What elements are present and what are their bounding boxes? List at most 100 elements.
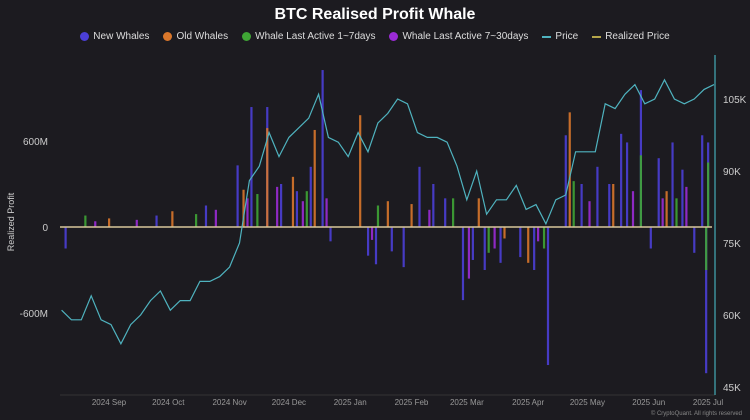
- bar: [639, 155, 643, 227]
- bar: [246, 198, 249, 227]
- legend-label: Price: [555, 31, 579, 42]
- bar: [533, 227, 536, 270]
- bar: [705, 227, 708, 270]
- bar: [242, 189, 245, 227]
- series-whale-last-active-1-7days: [84, 155, 710, 270]
- bar: [467, 227, 471, 279]
- bar: [693, 227, 696, 253]
- x-tick-label: 2024 Nov: [212, 398, 246, 407]
- bar: [108, 218, 111, 227]
- bar: [84, 215, 87, 227]
- bar: [94, 221, 97, 227]
- legend-item[interactable]: Realized Price: [592, 31, 670, 42]
- bar: [325, 198, 328, 227]
- y-right-tick-label: 45K: [723, 383, 741, 394]
- legend: New Whales Old Whales Whale Last Active 1~…: [0, 31, 750, 42]
- legend-dot-icon: [163, 32, 173, 41]
- bar: [681, 169, 684, 227]
- bar: [359, 115, 362, 227]
- legend-label: New Whales: [93, 31, 150, 42]
- legend-dot-icon: [389, 32, 399, 41]
- x-tick-label: 2024 Sep: [92, 398, 127, 407]
- bar: [612, 184, 615, 227]
- bar: [171, 211, 174, 227]
- bar: [625, 142, 629, 227]
- legend-item[interactable]: New Whales: [80, 31, 149, 42]
- bar: [390, 227, 393, 252]
- bar: [527, 227, 530, 263]
- bar: [329, 227, 332, 242]
- bar: [705, 227, 708, 374]
- bar: [204, 205, 208, 227]
- legend-label: Whale Last Active 1~7days: [255, 31, 376, 42]
- legend-label: Realized Price: [605, 31, 670, 42]
- bar: [675, 198, 678, 227]
- bar: [657, 158, 660, 227]
- bar: [313, 129, 316, 227]
- bar: [135, 219, 138, 227]
- series-old-whales: [108, 112, 668, 263]
- bar: [661, 198, 664, 227]
- bar: [487, 227, 490, 253]
- bar: [266, 128, 269, 227]
- bar: [321, 70, 324, 227]
- bar: [370, 227, 374, 240]
- x-tick-label: 2025 Mar: [450, 398, 484, 407]
- x-tick-label: 2025 Apr: [512, 398, 544, 407]
- bar: [701, 135, 704, 227]
- bar: [483, 227, 486, 270]
- bar: [671, 142, 674, 227]
- bar: [631, 191, 635, 227]
- bar: [366, 227, 370, 256]
- bar: [386, 201, 389, 227]
- bar: [546, 227, 550, 366]
- bar: [428, 209, 431, 227]
- x-tick-label: 2025 Jul: [693, 398, 723, 407]
- x-tick-label: 2025 Feb: [395, 398, 429, 407]
- bar: [519, 227, 522, 258]
- bar: [596, 166, 599, 227]
- legend-label: Old Whales: [176, 31, 229, 42]
- bar: [291, 176, 295, 227]
- bar: [564, 135, 567, 227]
- legend-item[interactable]: Whale Last Active 7~30days: [389, 31, 528, 42]
- legend-item[interactable]: Price: [542, 31, 578, 42]
- bar: [620, 133, 623, 227]
- bar: [250, 107, 253, 227]
- legend-label: Whale Last Active 7~30days: [402, 31, 529, 42]
- legend-item[interactable]: Whale Last Active 1~7days: [242, 31, 375, 42]
- x-tick-label: 2024 Dec: [272, 398, 306, 407]
- bar: [256, 194, 259, 227]
- bar: [649, 227, 652, 249]
- chart-title: BTC Realised Profit Whale: [274, 6, 476, 23]
- bar: [444, 198, 447, 227]
- bar: [402, 227, 405, 268]
- series-whale-last-active-7-30days: [94, 186, 688, 279]
- bar: [301, 201, 304, 227]
- legend-line-icon: [542, 35, 552, 38]
- bar: [542, 227, 546, 249]
- x-tick-label: 2025 May: [570, 398, 605, 407]
- bar: [376, 205, 380, 227]
- bar: [537, 227, 540, 242]
- bar: [305, 191, 308, 227]
- bar: [432, 184, 435, 227]
- legend-item[interactable]: Old Whales: [163, 31, 228, 42]
- footer-copyright: © CryptoQuant. All rights reserved: [650, 411, 742, 417]
- x-tick-label: 2024 Oct: [152, 398, 185, 407]
- bar: [194, 214, 198, 227]
- bar: [214, 209, 217, 227]
- bar: [279, 184, 283, 227]
- bar: [471, 227, 474, 260]
- bar: [568, 112, 571, 227]
- bar: [410, 204, 413, 227]
- bar: [580, 184, 583, 227]
- y-right-tick-label: 105K: [723, 95, 747, 106]
- x-tick-label: 2025 Jun: [632, 398, 665, 407]
- legend-line-icon: [592, 35, 602, 38]
- legend-dot-icon: [80, 32, 90, 41]
- bar: [155, 215, 158, 227]
- bar: [608, 184, 611, 227]
- y-left-tick-label: -600M: [20, 309, 48, 320]
